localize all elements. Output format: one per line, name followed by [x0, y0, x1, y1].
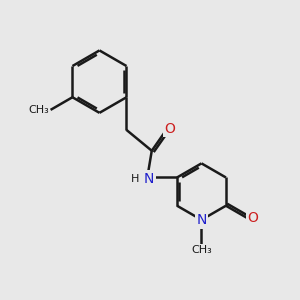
- Text: N: N: [196, 213, 207, 227]
- Text: CH₃: CH₃: [191, 245, 212, 256]
- Text: CH₃: CH₃: [28, 105, 49, 115]
- Text: H: H: [130, 174, 139, 184]
- Text: O: O: [164, 122, 175, 136]
- Text: N: N: [144, 172, 154, 186]
- Text: O: O: [248, 212, 259, 225]
